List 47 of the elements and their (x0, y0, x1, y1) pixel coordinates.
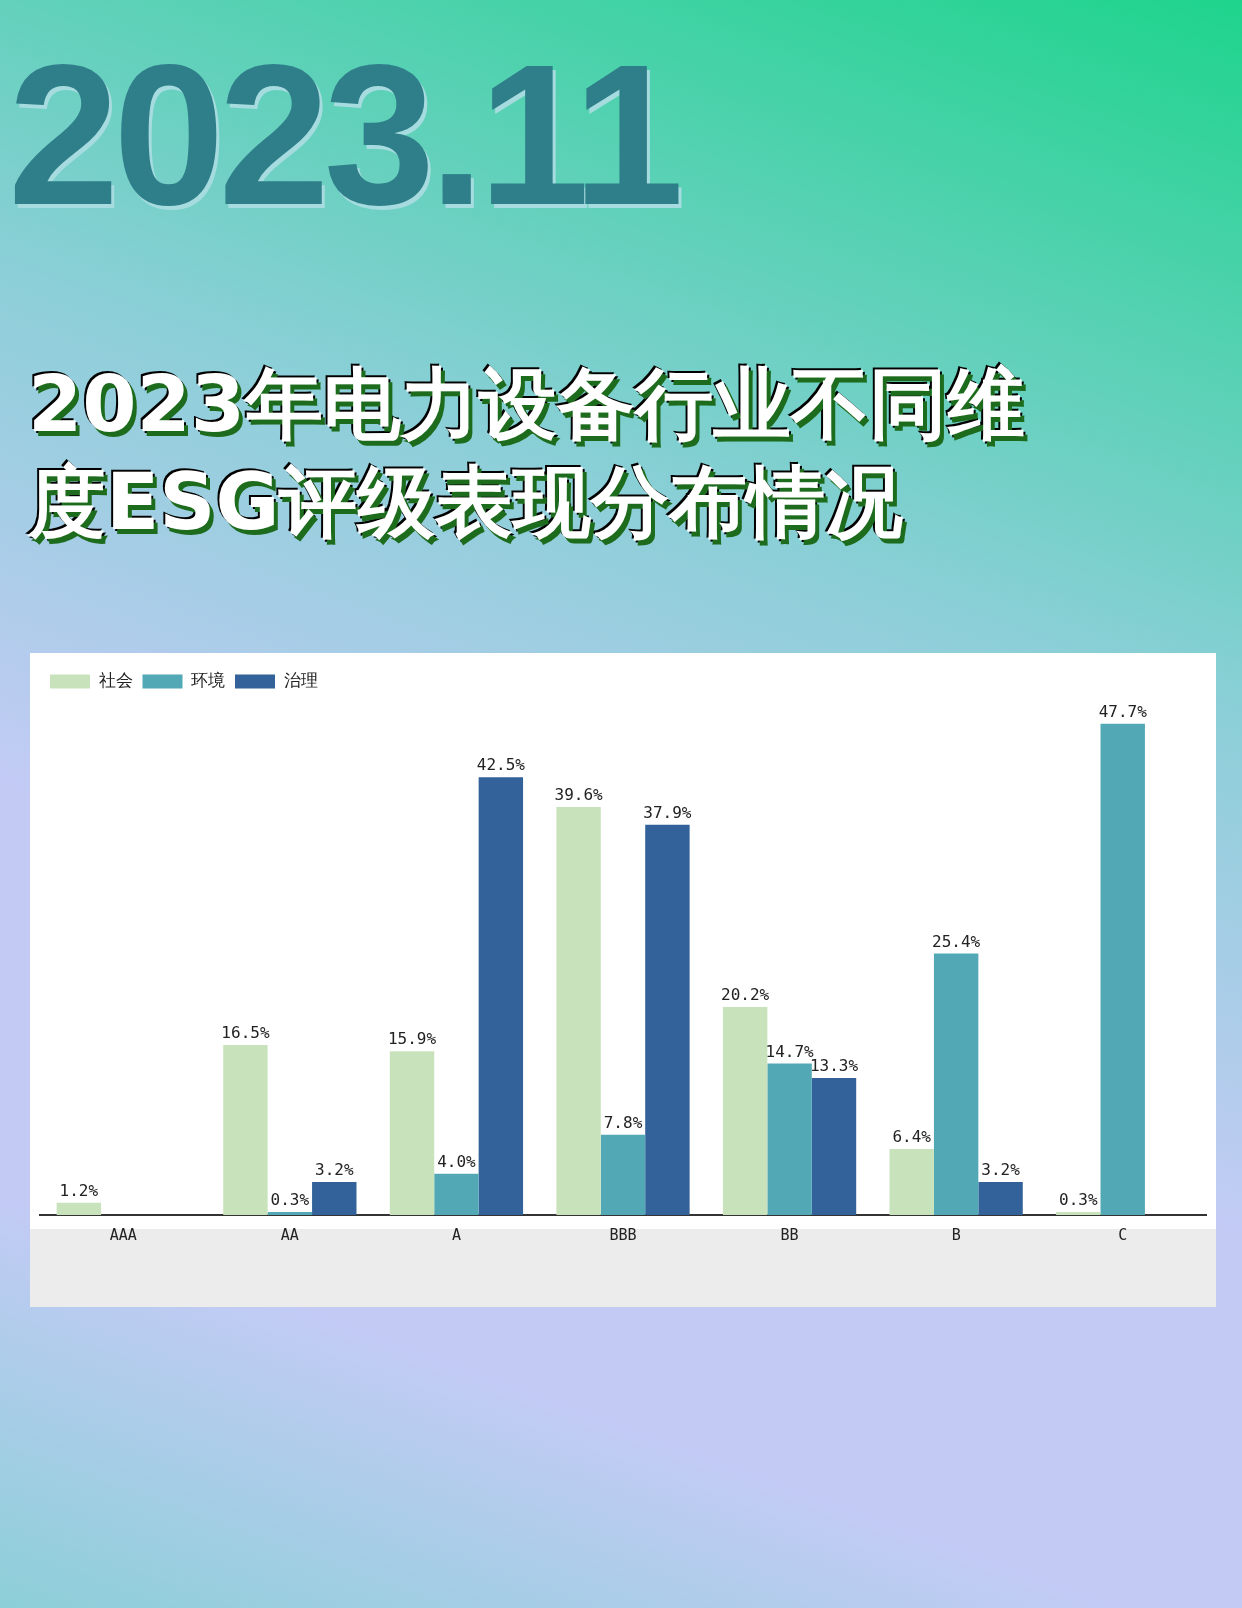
bar (933, 953, 979, 1215)
data-label: 39.6% (554, 785, 604, 805)
data-label: 13.3% (809, 1056, 859, 1076)
x-tick-label: A (451, 1225, 461, 1244)
bar (56, 1202, 102, 1215)
bar (312, 1182, 357, 1215)
data-label: 6.4% (892, 1127, 932, 1147)
x-tick-label: AAA (109, 1225, 137, 1244)
chart-title: 2023年电力设备行业不同维度ESG评级表现分布情况 (28, 358, 1027, 549)
bar (978, 1182, 1023, 1215)
x-tick-label: AA (280, 1225, 299, 1244)
bar (556, 807, 601, 1215)
bar (267, 1211, 313, 1215)
data-label: 4.0% (437, 1151, 477, 1171)
data-label: 20.2% (721, 985, 770, 1005)
bar (1100, 723, 1145, 1215)
bar (767, 1063, 812, 1215)
data-label: 7.8% (603, 1112, 643, 1132)
bar (811, 1078, 857, 1215)
chart-subtitle: 2023.11 (8, 22, 678, 248)
data-label: 42.5% (476, 755, 526, 775)
data-label: 47.7% (1098, 701, 1148, 721)
data-label: 16.5% (221, 1023, 270, 1043)
bar (389, 1051, 435, 1215)
x-tick-label: B (951, 1225, 961, 1244)
data-label: 3.2% (981, 1160, 1021, 1180)
bar (478, 777, 524, 1215)
legend-label: 社会 (98, 671, 133, 691)
bar (223, 1045, 268, 1215)
data-label: 37.9% (643, 802, 692, 822)
data-label: 3.2% (315, 1160, 354, 1180)
x-tick-label: BB (780, 1225, 799, 1244)
data-label: 15.9% (387, 1029, 437, 1049)
legend-label: 环境 (191, 671, 225, 691)
bar (889, 1149, 934, 1215)
data-label: 0.3% (1059, 1190, 1098, 1210)
bar (434, 1173, 479, 1215)
bar (722, 1006, 768, 1215)
bar (645, 824, 690, 1215)
bar (1056, 1211, 1101, 1215)
data-label: 0.3% (270, 1190, 310, 1210)
x-tick-label: C (1118, 1225, 1128, 1244)
data-label: 1.2% (59, 1180, 99, 1200)
x-tick-label: BBB (609, 1225, 637, 1244)
bar (600, 1134, 646, 1215)
legend-label: 治理 (283, 671, 318, 691)
data-label: 25.4% (932, 931, 981, 951)
